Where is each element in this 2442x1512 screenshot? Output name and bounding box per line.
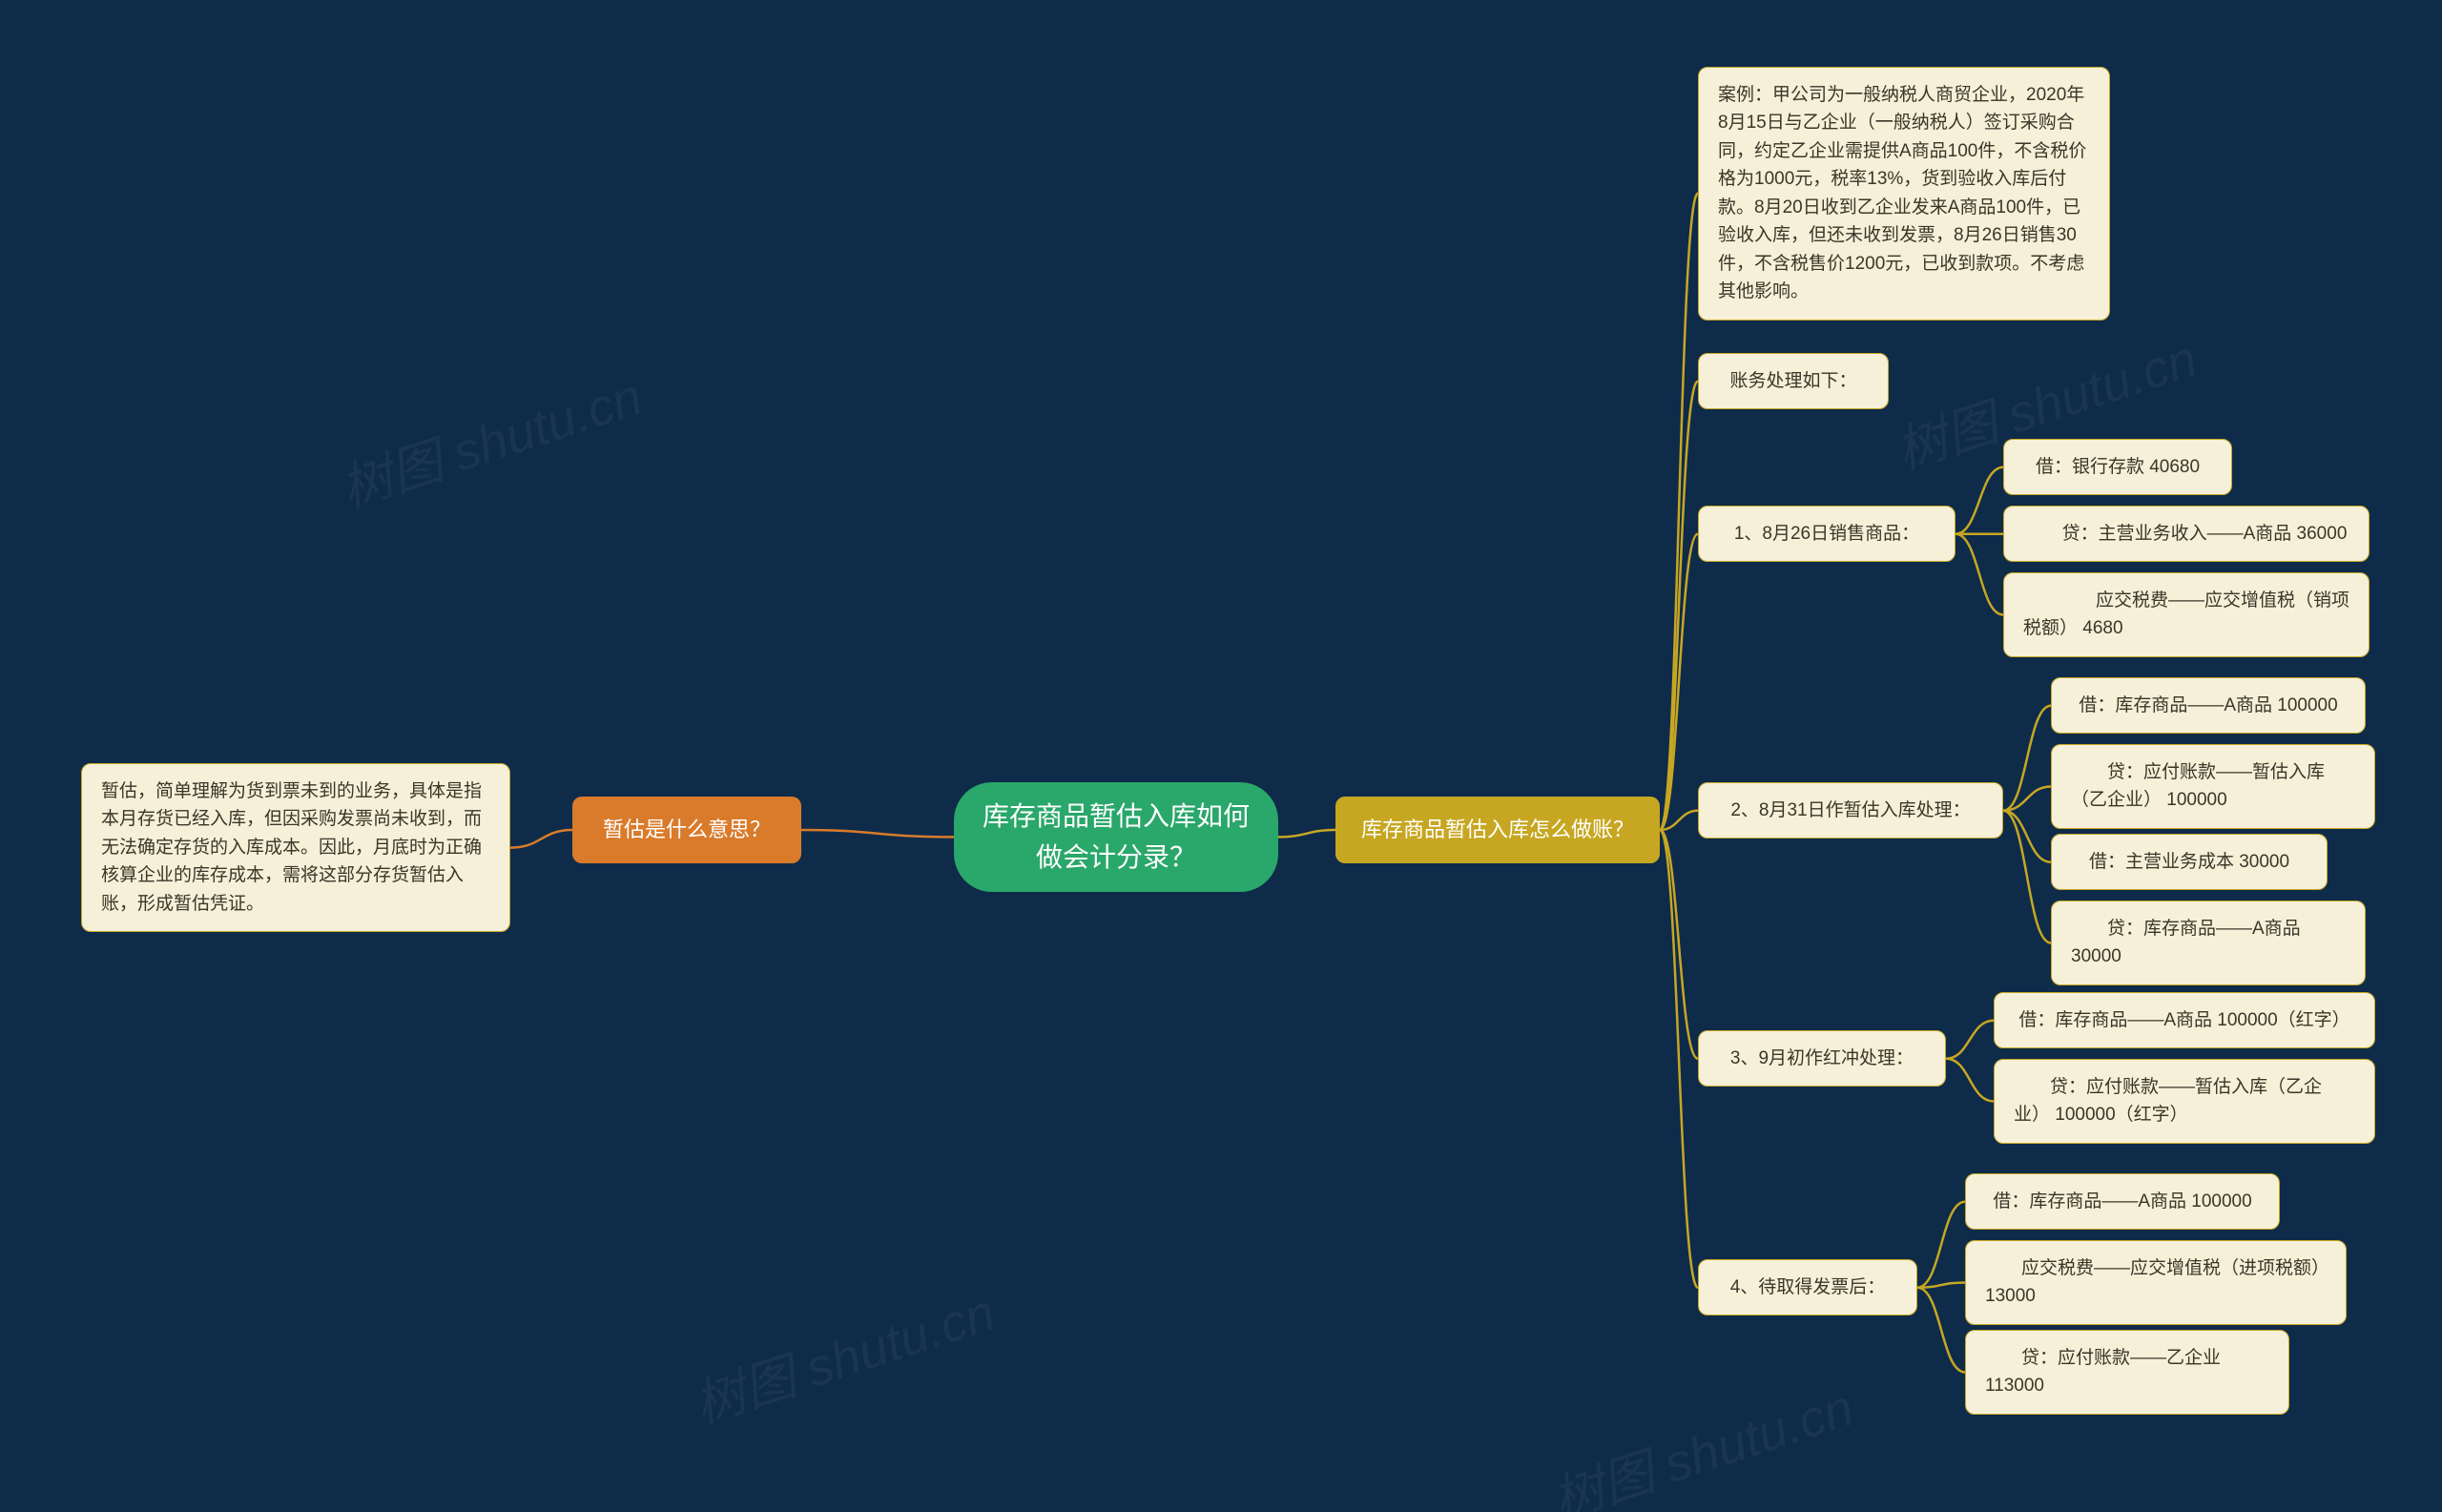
right-leaf-5-0: 借：库存商品——A商品 100000 xyxy=(1965,1173,2280,1230)
watermark: 树图 shutu.cn xyxy=(330,354,651,522)
right-sub-1: 账务处理如下： xyxy=(1698,353,1889,409)
right-sub-4: 3、9月初作红冲处理： xyxy=(1698,1030,1946,1087)
watermark: 树图 shutu.cn xyxy=(683,1270,1004,1438)
right-sub-5: 4、待取得发票后： xyxy=(1698,1259,1917,1315)
right-category: 库存商品暂估入库怎么做账？ xyxy=(1335,797,1660,863)
root-node: 库存商品暂估入库如何做会计分录？ xyxy=(954,782,1278,892)
left-desc-leaf: 暂估，简单理解为货到票未到的业务，具体是指本月存货已经入库，但因采购发票尚未收到… xyxy=(81,763,510,932)
right-leaf-3-3: 贷：库存商品——A商品 30000 xyxy=(2051,901,2366,985)
watermark: 树图 shutu.cn xyxy=(1542,1365,1862,1512)
left-category: 暂估是什么意思？ xyxy=(572,797,801,863)
right-leaf-2-1: 贷：主营业务收入——A商品 36000 xyxy=(2003,506,2370,562)
right-leaf-3-1: 贷：应付账款——暂估入库（乙企业） 100000 xyxy=(2051,744,2375,829)
right-leaf-3-2: 借：主营业务成本 30000 xyxy=(2051,834,2328,890)
right-sub-0: 案例：甲公司为一般纳税人商贸企业，2020年8月15日与乙企业（一般纳税人）签订… xyxy=(1698,67,2110,321)
mindmap-canvas: 树图 shutu.cn树图 shutu.cn树图 shutu.cn树图 shut… xyxy=(0,0,2442,1512)
right-leaf-5-2: 贷：应付账款——乙企业 113000 xyxy=(1965,1330,2289,1415)
right-leaf-3-0: 借：库存商品——A商品 100000 xyxy=(2051,677,2366,734)
right-leaf-2-2: 应交税费——应交增值税（销项税额） 4680 xyxy=(2003,572,2370,657)
right-leaf-5-1: 应交税费——应交增值税（进项税额）13000 xyxy=(1965,1240,2347,1325)
right-leaf-2-0: 借：银行存款 40680 xyxy=(2003,439,2232,495)
right-sub-3: 2、8月31日作暂估入库处理： xyxy=(1698,782,2003,839)
right-sub-2: 1、8月26日销售商品： xyxy=(1698,506,1956,562)
right-leaf-4-1: 贷：应付账款——暂估入库（乙企业） 100000（红字） xyxy=(1994,1059,2375,1144)
right-leaf-4-0: 借：库存商品——A商品 100000（红字） xyxy=(1994,992,2375,1048)
